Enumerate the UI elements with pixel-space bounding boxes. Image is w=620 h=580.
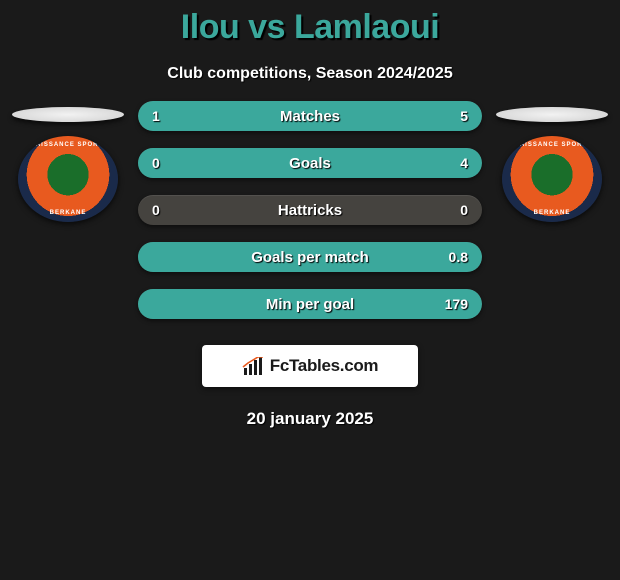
stat-label: Matches	[280, 108, 340, 125]
page-title: Ilou vs Lamlaoui	[0, 8, 620, 47]
club-badge-left: RENAISSANCE SPORTIVE BERKANE	[18, 136, 118, 222]
stat-label: Hattricks	[278, 202, 342, 219]
stat-row: 0.8 Goals per match	[138, 242, 482, 272]
stat-bars-list: 1 5 Matches 0 4 Goals 0 0 Hattricks 0.8 Goals per …	[138, 101, 482, 319]
club-text-top-right: RENAISSANCE SPORTIVE	[502, 142, 602, 148]
stat-value-left: 0	[152, 202, 160, 218]
stat-row: 179 Min per goal	[138, 289, 482, 319]
widget-container: Ilou vs Lamlaoui Club competitions, Seas…	[0, 0, 620, 429]
stats-area: RENAISSANCE SPORTIVE BERKANE 1 5 Matches 0 4…	[0, 107, 620, 319]
stat-label: Min per goal	[266, 296, 354, 313]
bar-chart-icon	[242, 357, 264, 375]
avatar-placeholder-left	[12, 107, 124, 122]
stat-fill-left	[138, 101, 196, 131]
stat-value-right: 179	[445, 296, 468, 312]
stat-value-right: 0	[460, 202, 468, 218]
stat-label: Goals per match	[251, 249, 369, 266]
stat-label: Goals	[289, 155, 331, 172]
subtitle: Club competitions, Season 2024/2025	[0, 65, 620, 83]
stat-value-left: 0	[152, 155, 160, 171]
stat-value-right: 0.8	[449, 249, 468, 265]
club-text-top-left: RENAISSANCE SPORTIVE	[18, 142, 118, 148]
snapshot-date: 20 january 2025	[0, 409, 620, 429]
stat-row: 1 5 Matches	[138, 101, 482, 131]
stat-value-right: 4	[460, 155, 468, 171]
player-column-right: RENAISSANCE SPORTIVE BERKANE	[496, 107, 608, 222]
club-text-bottom-right: BERKANE	[502, 210, 602, 216]
stat-row: 0 0 Hattricks	[138, 195, 482, 225]
site-logo[interactable]: FcTables.com	[202, 345, 418, 387]
avatar-placeholder-right	[496, 107, 608, 122]
stat-row: 0 4 Goals	[138, 148, 482, 178]
player-column-left: RENAISSANCE SPORTIVE BERKANE	[12, 107, 124, 222]
club-text-bottom-left: BERKANE	[18, 210, 118, 216]
stat-value-right: 5	[460, 108, 468, 124]
club-badge-right: RENAISSANCE SPORTIVE BERKANE	[502, 136, 602, 222]
site-logo-text: FcTables.com	[270, 356, 379, 376]
stat-value-left: 1	[152, 108, 160, 124]
